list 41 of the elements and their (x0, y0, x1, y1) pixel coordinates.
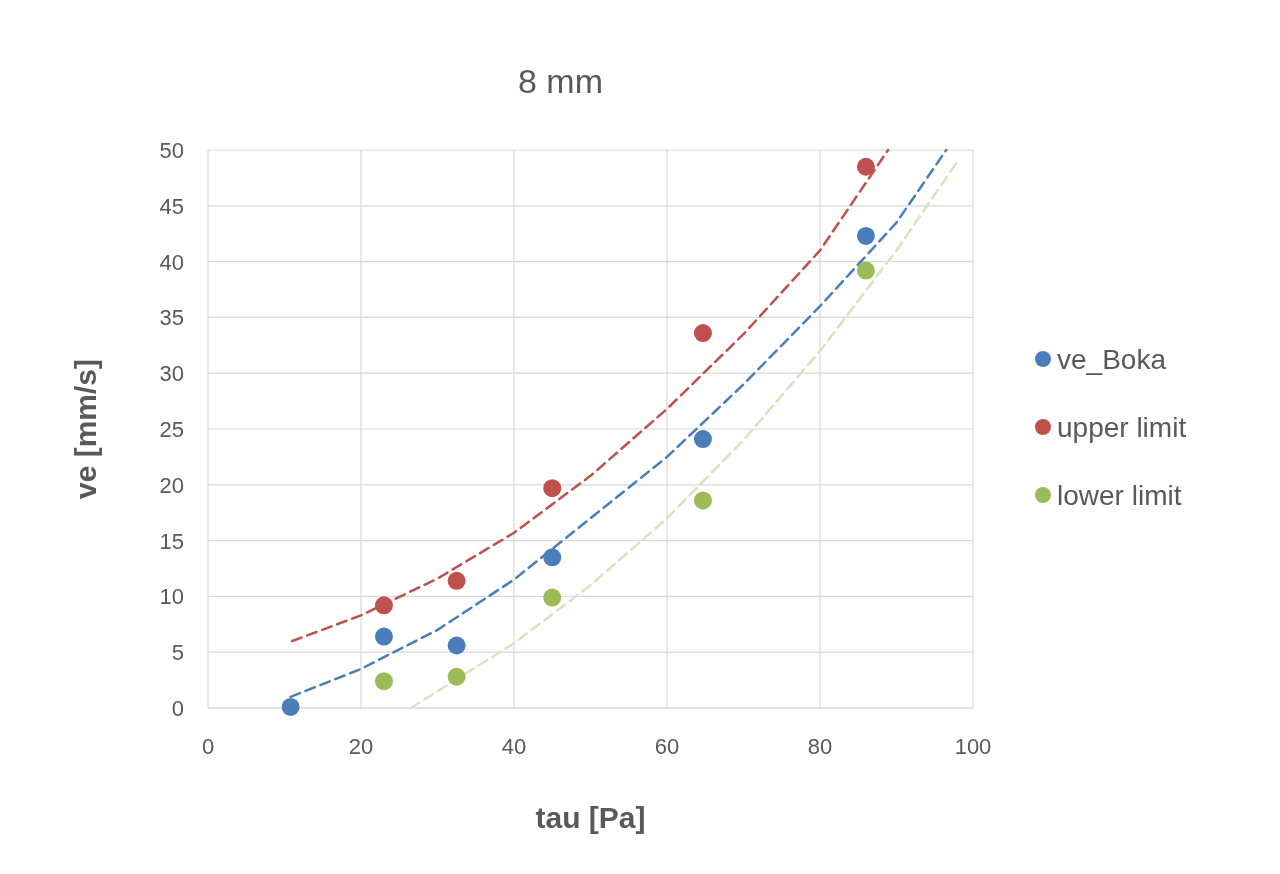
x-tick-label: 0 (201, 734, 215, 759)
y-tick-label: 5 (171, 640, 184, 666)
y-tick-label: 10 (159, 584, 184, 610)
y-tick-label: 30 (159, 361, 184, 387)
y-tick-label: 35 (159, 305, 184, 331)
y-tick-label: 20 (159, 472, 184, 498)
y-tick-label: 0 (171, 696, 184, 721)
legend-label: lower limit (1057, 480, 1182, 511)
point (543, 588, 562, 607)
point (447, 636, 466, 655)
point (374, 596, 393, 615)
x-tick-label: 80 (807, 734, 833, 759)
point (856, 261, 875, 280)
point (543, 479, 562, 498)
point (693, 324, 712, 343)
y-axis-title: ve [mm/s] (69, 358, 102, 500)
x-axis-title: tau [Pa] (535, 801, 646, 834)
line-series (409, 159, 959, 710)
y-tick-label: 15 (159, 528, 184, 554)
point (374, 672, 393, 691)
legend-label: upper limit (1057, 412, 1187, 443)
point (693, 430, 712, 449)
point (374, 627, 393, 646)
point (543, 548, 562, 567)
y-tick-label: 40 (159, 249, 184, 275)
y-tick-label: 45 (159, 193, 184, 219)
y-tick-label: 50 (159, 138, 184, 163)
point (281, 697, 300, 716)
point (856, 157, 875, 176)
x-tick-label: 100 (954, 734, 992, 759)
x-tick-label: 60 (654, 734, 680, 759)
x-tick-label: 40 (501, 734, 527, 759)
point (447, 667, 466, 686)
point (447, 571, 466, 590)
chart-title: 8 mm (518, 62, 603, 100)
y-tick-label: 25 (159, 417, 184, 442)
x-tick-label: 20 (348, 734, 374, 759)
line-series (290, 148, 890, 643)
point (693, 491, 712, 510)
point (856, 226, 875, 245)
legend-label: ve_Boka (1057, 344, 1167, 375)
